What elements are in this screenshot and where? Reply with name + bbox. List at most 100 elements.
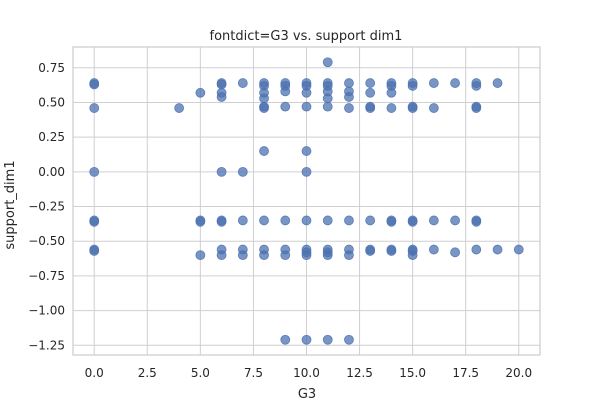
x-tick-label: 2.5 — [138, 366, 157, 380]
y-tick-label: 0.50 — [38, 95, 65, 109]
x-tick-label: 10.0 — [293, 366, 320, 380]
data-point — [280, 334, 291, 345]
data-point — [428, 103, 439, 113]
data-point — [322, 334, 333, 345]
data-point — [365, 103, 376, 113]
data-point — [344, 92, 354, 102]
data-point — [428, 78, 439, 88]
data-point — [195, 87, 206, 98]
data-point — [386, 103, 397, 113]
data-point — [365, 246, 376, 256]
data-point — [237, 215, 248, 226]
data-point — [259, 103, 269, 113]
y-tick-label: 0.25 — [38, 130, 65, 144]
data-point — [428, 244, 439, 255]
data-point — [450, 247, 460, 258]
data-point — [365, 87, 376, 98]
data-point — [195, 216, 206, 227]
data-point — [89, 166, 100, 177]
data-point — [407, 216, 418, 227]
data-point — [344, 78, 354, 88]
data-point — [301, 166, 312, 177]
data-point — [259, 250, 269, 261]
data-point — [237, 250, 248, 261]
chart-title: fontdict=G3 vs. support dim1 — [210, 29, 403, 44]
x-axis-label: G3 — [298, 387, 316, 400]
data-point — [216, 92, 227, 102]
data-point — [89, 246, 100, 256]
data-point — [471, 103, 482, 113]
data-point — [450, 78, 460, 88]
x-tick-label: 12.5 — [346, 366, 373, 380]
data-point — [89, 103, 100, 113]
data-point — [492, 244, 503, 255]
data-point — [237, 166, 248, 177]
data-point — [386, 216, 397, 227]
data-point — [471, 80, 482, 91]
data-point — [89, 79, 100, 90]
data-point — [237, 78, 248, 88]
x-tick-label: 17.5 — [452, 366, 479, 380]
x-tick-labels: 0.0 2.5 5.0 7.5 10.0 12.5 15.0 17.5 20.0 — [85, 366, 532, 380]
y-tick-label: −0.75 — [28, 269, 65, 283]
data-point — [259, 146, 269, 156]
data-point — [365, 215, 376, 226]
data-point — [216, 250, 227, 261]
x-tick-label: 20.0 — [505, 366, 532, 380]
x-tick-label: 0.0 — [85, 366, 104, 380]
data-point — [301, 334, 312, 345]
data-point — [322, 250, 333, 261]
data-point — [216, 79, 227, 90]
data-point — [280, 250, 291, 261]
data-point — [450, 215, 460, 226]
data-point — [216, 216, 227, 227]
data-point — [259, 93, 269, 104]
data-point — [280, 86, 291, 97]
y-tick-labels: 0.75 0.50 0.25 0.00 −0.25 −0.50 −0.75 −1.00 −1.2… — [28, 61, 65, 352]
data-point — [195, 250, 206, 261]
data-point — [216, 166, 227, 177]
data-point — [301, 215, 312, 226]
data-point — [344, 250, 354, 261]
x-tick-label: 15.0 — [399, 366, 426, 380]
data-point — [428, 215, 439, 226]
y-tick-label: −1.00 — [28, 304, 65, 318]
data-point — [174, 103, 185, 113]
data-point — [365, 78, 376, 88]
data-point — [322, 93, 333, 104]
y-axis-label: support_dim1 — [3, 160, 18, 249]
data-point — [344, 103, 354, 113]
y-tick-label: 0.75 — [38, 61, 65, 75]
data-point — [344, 215, 354, 226]
y-tick-label: −0.25 — [28, 200, 65, 214]
data-point — [280, 101, 291, 112]
data-point — [407, 250, 418, 261]
data-point — [322, 101, 333, 112]
data-point — [344, 334, 354, 345]
data-point — [386, 246, 397, 256]
data-point — [89, 216, 100, 227]
plot-frame — [72, 46, 541, 356]
data-point — [259, 215, 269, 226]
data-point — [471, 216, 482, 227]
data-points — [89, 57, 524, 345]
data-point — [301, 101, 312, 112]
data-point — [471, 244, 482, 255]
data-point — [513, 244, 524, 255]
data-point — [301, 250, 312, 261]
y-tick-label: 0.00 — [38, 165, 65, 179]
data-point — [322, 215, 333, 226]
y-tick-label: −0.50 — [28, 234, 65, 248]
y-tick-label: −1.25 — [28, 338, 65, 352]
data-point — [386, 87, 397, 98]
data-point — [407, 80, 418, 91]
data-point — [407, 103, 418, 113]
data-point — [280, 215, 291, 226]
data-point — [492, 78, 503, 88]
data-point — [301, 146, 312, 156]
x-tick-label: 5.0 — [191, 366, 210, 380]
data-point — [301, 87, 312, 98]
x-tick-label: 7.5 — [244, 366, 263, 380]
data-point — [322, 57, 333, 68]
